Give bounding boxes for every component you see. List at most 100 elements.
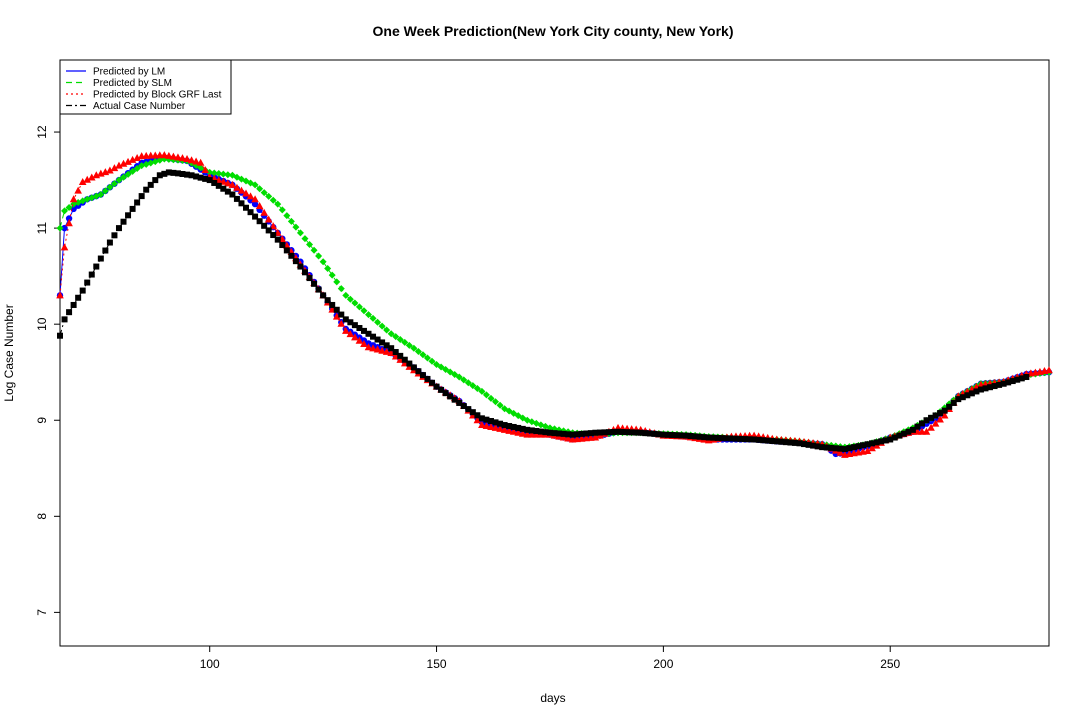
data-point bbox=[855, 443, 862, 450]
data-point bbox=[509, 427, 518, 435]
data-point bbox=[347, 319, 354, 326]
data-point bbox=[237, 186, 246, 194]
data-point bbox=[246, 192, 255, 200]
x-tick-label: 150 bbox=[427, 657, 447, 671]
data-point bbox=[746, 436, 753, 443]
data-point bbox=[65, 203, 73, 211]
data-point bbox=[574, 431, 581, 438]
data-point bbox=[269, 196, 277, 204]
data-point bbox=[814, 443, 821, 450]
data-point bbox=[338, 311, 345, 318]
data-point bbox=[124, 157, 132, 165]
data-point bbox=[110, 164, 119, 172]
data-point bbox=[664, 431, 671, 438]
data-point bbox=[397, 352, 404, 359]
data-point bbox=[837, 445, 844, 452]
data-point bbox=[374, 336, 381, 343]
data-point bbox=[841, 446, 848, 453]
data-point bbox=[355, 336, 364, 344]
data-point bbox=[628, 429, 635, 436]
data-point bbox=[755, 436, 762, 443]
data-point bbox=[115, 225, 122, 232]
data-point bbox=[1018, 375, 1025, 382]
data-point bbox=[396, 336, 404, 344]
data-point bbox=[297, 263, 304, 270]
data-point bbox=[279, 242, 286, 249]
data-point bbox=[769, 437, 776, 444]
data-point bbox=[569, 431, 576, 438]
data-point bbox=[419, 351, 427, 359]
y-tick-label: 10 bbox=[35, 317, 49, 331]
data-point bbox=[165, 151, 173, 159]
data-point bbox=[143, 186, 150, 193]
data-point bbox=[932, 412, 939, 419]
data-point bbox=[378, 322, 386, 330]
data-point bbox=[446, 368, 454, 376]
data-point bbox=[492, 398, 500, 406]
data-point bbox=[97, 255, 104, 262]
data-point bbox=[996, 381, 1003, 388]
data-point bbox=[737, 435, 744, 442]
data-point bbox=[846, 445, 853, 452]
y-axis: 7 8 9 10 11 12 bbox=[35, 125, 60, 616]
chart-title: One Week Prediction(New York City county… bbox=[373, 23, 734, 39]
data-point bbox=[379, 339, 386, 346]
series-actual-case-number bbox=[57, 169, 1030, 453]
data-point bbox=[152, 177, 159, 184]
data-point bbox=[315, 252, 323, 260]
data-point bbox=[106, 183, 114, 191]
data-point bbox=[424, 375, 431, 382]
data-point bbox=[61, 207, 69, 215]
data-point bbox=[487, 394, 495, 402]
data-point bbox=[101, 187, 109, 195]
data-point bbox=[161, 170, 168, 177]
data-point bbox=[642, 430, 649, 437]
data-point bbox=[542, 429, 549, 436]
legend-label: Actual Case Number bbox=[93, 101, 186, 112]
data-point bbox=[324, 264, 332, 272]
data-point bbox=[909, 426, 916, 433]
data-point bbox=[937, 410, 944, 417]
data-point bbox=[211, 179, 218, 186]
data-point bbox=[940, 411, 949, 419]
data-point bbox=[129, 205, 136, 212]
series-line bbox=[59, 157, 1050, 455]
data-point bbox=[292, 223, 300, 231]
data-point bbox=[977, 386, 984, 393]
data-point bbox=[959, 394, 966, 401]
data-point bbox=[337, 319, 346, 327]
data-point bbox=[696, 433, 703, 440]
series-predicted-by-lm bbox=[56, 154, 1053, 458]
data-point bbox=[247, 209, 254, 216]
series-layer bbox=[56, 151, 1053, 458]
data-point bbox=[315, 286, 322, 293]
data-point bbox=[528, 427, 535, 434]
data-point bbox=[473, 385, 481, 393]
data-point bbox=[864, 441, 871, 448]
data-point bbox=[115, 161, 123, 169]
data-point bbox=[796, 440, 803, 447]
data-point bbox=[869, 440, 876, 447]
data-point bbox=[782, 439, 789, 446]
y-axis-label: Log Case Number bbox=[2, 304, 16, 401]
data-point bbox=[265, 227, 272, 234]
data-point bbox=[224, 179, 232, 187]
data-point bbox=[88, 271, 95, 278]
data-point bbox=[760, 437, 767, 444]
data-point bbox=[560, 430, 567, 437]
data-point bbox=[447, 393, 454, 400]
data-point bbox=[342, 291, 350, 299]
data-point bbox=[442, 390, 449, 397]
data-point bbox=[832, 445, 839, 452]
data-point bbox=[955, 396, 962, 403]
data-point bbox=[102, 247, 109, 254]
data-point bbox=[75, 294, 82, 301]
data-point bbox=[619, 428, 626, 435]
data-point bbox=[383, 326, 391, 334]
data-point bbox=[624, 429, 631, 436]
data-point bbox=[324, 297, 331, 304]
data-point bbox=[487, 422, 495, 430]
x-axis-label: days bbox=[540, 691, 565, 705]
x-tick-label: 250 bbox=[880, 657, 900, 671]
data-point bbox=[1045, 366, 1053, 374]
